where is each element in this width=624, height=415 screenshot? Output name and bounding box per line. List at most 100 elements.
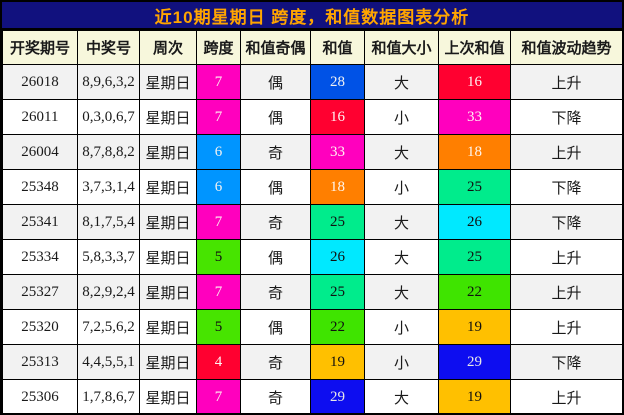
column-header-sum-parity: 和值奇偶 [240,30,311,65]
sum-cell: 26 [310,239,365,275]
table-row: 26011 0,3,0,6,7 星期日 7 偶 16 小 33 下降 [2,99,622,135]
period-cell: 25313 [2,344,78,380]
table-row: 25341 8,1,7,5,4 星期日 7 奇 25 大 26 下降 [2,204,622,240]
column-header-numbers: 中奖号 [77,30,140,65]
column-header-sum-trend: 和值波动趋势 [510,30,622,65]
table-row: 25334 5,8,3,3,7 星期日 5 偶 26 大 25 上升 [2,239,622,275]
parity-cell: 偶 [240,309,311,345]
size-cell: 小 [364,344,439,380]
trend-cell: 上升 [510,64,622,100]
parity-cell: 偶 [240,239,311,275]
size-cell: 大 [364,274,439,310]
sum-cell: 19 [310,344,365,380]
span-cell: 5 [196,239,241,275]
prev-sum-cell: 29 [438,344,511,380]
period-cell: 25306 [2,379,78,413]
column-header-span: 跨度 [196,30,241,65]
prev-sum-cell: 22 [438,274,511,310]
table-row: 25320 7,2,5,6,2 星期日 5 偶 22 小 19 上升 [2,309,622,345]
period-cell: 25327 [2,274,78,310]
data-table: 开奖期号 中奖号 周次 跨度 和值奇偶 和值 和值大小 上次和值 和值波动趋势 … [2,30,622,413]
span-cell: 7 [196,274,241,310]
span-cell: 5 [196,309,241,345]
size-cell: 小 [364,169,439,205]
trend-cell: 下降 [510,169,622,205]
sum-cell: 25 [310,274,365,310]
week-cell: 星期日 [139,274,197,310]
table-row: 25348 3,7,3,1,4 星期日 6 偶 18 小 25 下降 [2,169,622,205]
prev-sum-cell: 19 [438,379,511,413]
span-cell: 7 [196,204,241,240]
table-row: 25313 4,4,5,5,1 星期日 4 奇 19 小 29 下降 [2,344,622,380]
size-cell: 大 [364,134,439,170]
size-cell: 小 [364,99,439,135]
table-body: 26018 8,9,6,3,2 星期日 7 偶 28 大 16 上升 26011 0,3,0,6,7… [2,64,622,413]
parity-cell: 奇 [240,344,311,380]
span-cell: 7 [196,99,241,135]
trend-cell: 上升 [510,239,622,275]
period-cell: 26011 [2,99,78,135]
prev-sum-cell: 26 [438,204,511,240]
prev-sum-cell: 16 [438,64,511,100]
parity-cell: 奇 [240,274,311,310]
numbers-cell: 1,7,8,6,7 [77,379,140,413]
numbers-cell: 3,7,3,1,4 [77,169,140,205]
trend-cell: 下降 [510,344,622,380]
numbers-cell: 7,2,5,6,2 [77,309,140,345]
column-header-week: 周次 [139,30,197,65]
week-cell: 星期日 [139,64,197,100]
numbers-cell: 8,1,7,5,4 [77,204,140,240]
parity-cell: 偶 [240,169,311,205]
table-row: 25306 1,7,8,6,7 星期日 7 奇 29 大 19 上升 [2,379,622,413]
sum-cell: 28 [310,64,365,100]
prev-sum-cell: 18 [438,134,511,170]
period-cell: 25320 [2,309,78,345]
sum-cell: 33 [310,134,365,170]
prev-sum-cell: 19 [438,309,511,345]
sum-cell: 16 [310,99,365,135]
size-cell: 大 [364,379,439,413]
table-row: 25327 8,2,9,2,4 星期日 7 奇 25 大 22 上升 [2,274,622,310]
numbers-cell: 8,2,9,2,4 [77,274,140,310]
column-header-sum-size: 和值大小 [364,30,439,65]
column-header-sum: 和值 [310,30,365,65]
parity-cell: 偶 [240,99,311,135]
parity-cell: 奇 [240,204,311,240]
size-cell: 大 [364,64,439,100]
parity-cell: 奇 [240,379,311,413]
table-row: 26004 8,7,8,8,2 星期日 6 奇 33 大 18 上升 [2,134,622,170]
parity-cell: 奇 [240,134,311,170]
period-cell: 26004 [2,134,78,170]
numbers-cell: 5,8,3,3,7 [77,239,140,275]
trend-cell: 下降 [510,99,622,135]
column-header-period: 开奖期号 [2,30,78,65]
numbers-cell: 4,4,5,5,1 [77,344,140,380]
size-cell: 大 [364,239,439,275]
week-cell: 星期日 [139,239,197,275]
page-title: 近10期星期日 跨度，和值数据图表分析 [154,7,470,27]
span-cell: 7 [196,64,241,100]
parity-cell: 偶 [240,64,311,100]
span-cell: 7 [196,379,241,413]
period-cell: 25348 [2,169,78,205]
span-cell: 4 [196,344,241,380]
table-row: 26018 8,9,6,3,2 星期日 7 偶 28 大 16 上升 [2,64,622,100]
prev-sum-cell: 33 [438,99,511,135]
numbers-cell: 8,7,8,8,2 [77,134,140,170]
sum-cell: 22 [310,309,365,345]
title-bar: 近10期星期日 跨度，和值数据图表分析 [2,2,622,30]
prev-sum-cell: 25 [438,169,511,205]
numbers-cell: 8,9,6,3,2 [77,64,140,100]
sum-cell: 25 [310,204,365,240]
period-cell: 25341 [2,204,78,240]
numbers-cell: 0,3,0,6,7 [77,99,140,135]
week-cell: 星期日 [139,344,197,380]
trend-cell: 上升 [510,309,622,345]
week-cell: 星期日 [139,99,197,135]
size-cell: 小 [364,309,439,345]
week-cell: 星期日 [139,134,197,170]
column-header-prev-sum: 上次和值 [438,30,511,65]
week-cell: 星期日 [139,309,197,345]
week-cell: 星期日 [139,204,197,240]
prev-sum-cell: 25 [438,239,511,275]
